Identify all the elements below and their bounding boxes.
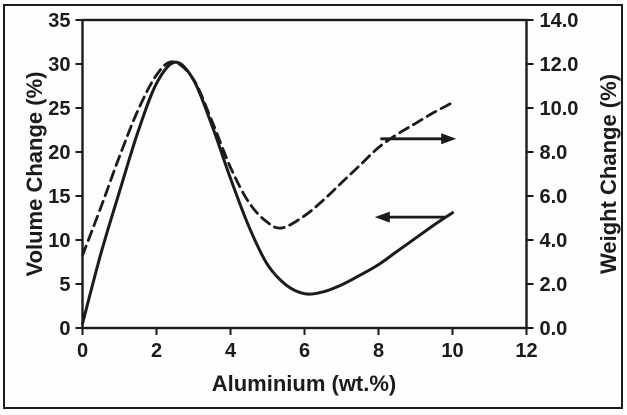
y-right-axis-title: Weight Change (%) [596, 74, 621, 274]
y-right-tick-label: 10.0 [540, 98, 579, 120]
y-left-tick-label: 0 [59, 318, 70, 340]
x-tick-label: 4 [225, 340, 237, 362]
x-tick-label: 12 [515, 340, 537, 362]
x-tick-label: 2 [151, 340, 162, 362]
y-right-tick-label: 4.0 [540, 230, 568, 252]
x-tick-label: 0 [77, 340, 88, 362]
right-arrow-head [441, 133, 457, 145]
y-left-tick-label: 35 [48, 10, 70, 32]
x-tick-label: 10 [441, 340, 463, 362]
y-left-tick-label: 5 [59, 274, 70, 296]
y-right-tick-label: 0.0 [540, 318, 568, 340]
axis-ticks [75, 19, 534, 335]
y-left-tick-label: 10 [48, 230, 70, 252]
x-axis-title: Aluminium (wt.%) [212, 371, 397, 396]
x-tick-label: 6 [299, 340, 310, 362]
y-right-tick-label: 12.0 [540, 54, 579, 76]
y-left-tick-label: 20 [48, 142, 70, 164]
y-right-tick-label: 6.0 [540, 186, 568, 208]
x-tick-label: 8 [373, 340, 384, 362]
plot-area [81, 18, 528, 330]
y-right-tick-label: 2.0 [540, 274, 568, 296]
y-right-tick-label: 8.0 [540, 142, 568, 164]
y-right-tick-label: 14.0 [540, 10, 579, 32]
left-arrow-head [374, 211, 390, 223]
volume-change-curve [81, 60, 454, 326]
data-series [81, 60, 454, 326]
y-left-tick-label: 25 [48, 98, 70, 120]
y-left-axis-title: Volume Change (%) [22, 72, 47, 277]
weight-change-curve [81, 60, 452, 257]
annotations [374, 133, 457, 223]
axis-tick-labels: 051015202530350.02.04.06.08.010.012.014.… [48, 10, 578, 362]
figure-border [3, 4, 623, 409]
y-left-tick-label: 15 [48, 186, 70, 208]
y-left-tick-label: 30 [48, 54, 70, 76]
